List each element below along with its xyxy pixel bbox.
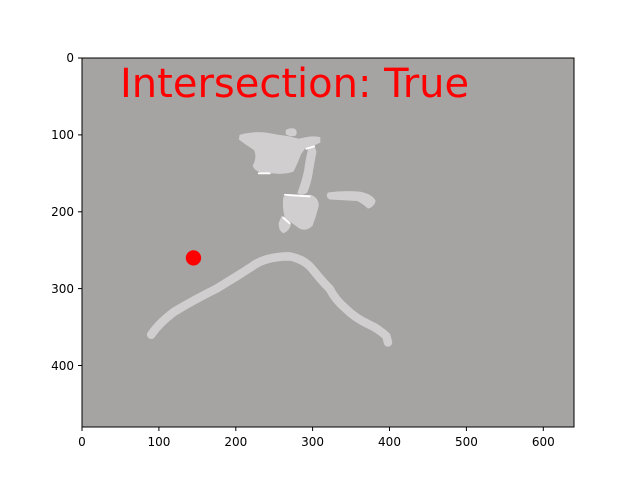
image-content [146,128,393,347]
x-tick-label: 300 [301,435,324,449]
x-tick-label: 0 [78,435,86,449]
upper-dot-shape [285,128,297,137]
marker-point [185,250,202,266]
x-tick-label: 200 [224,435,247,449]
y-tick-label: 400 [51,359,74,373]
y-tick: 300 [51,282,82,296]
x-tick: 0 [78,427,86,449]
middle-block-shape [282,194,319,230]
x-axis: 0 100 200 300 400 500 [78,427,555,449]
x-tick: 600 [532,427,555,449]
upper-left-stroke-shape [238,132,321,174]
lower-arc-stroke [146,252,393,347]
plot-axes: 0 100 200 300 400 500 [51,51,575,449]
x-tick: 300 [301,427,324,449]
image-background [82,58,574,427]
x-tick-label: 400 [378,435,401,449]
y-axis: 0 100 200 300 400 [51,51,82,373]
axes-frame [81,57,575,428]
small-left-stroke-shape [278,215,292,234]
highlight-segment [283,193,311,198]
x-tick: 500 [455,427,478,449]
y-tick: 200 [51,205,82,219]
y-tick-label: 200 [51,205,74,219]
highlight-segment [305,145,316,150]
intersection-status-text: Intersection: True [120,61,469,107]
vertical-stroke-shape [297,145,317,195]
x-tick-label: 100 [147,435,170,449]
x-tick-label: 600 [532,435,555,449]
y-tick: 400 [51,359,82,373]
x-tick: 100 [147,427,170,449]
x-tick: 200 [224,427,247,449]
y-tick: 0 [66,51,82,65]
highlight-segment [282,216,291,225]
y-tick-label: 100 [51,128,74,142]
right-bar-shape [326,191,376,209]
y-tick: 100 [51,128,82,142]
y-tick-label: 0 [66,51,74,65]
x-tick: 400 [378,427,401,449]
x-tick-label: 500 [455,435,478,449]
y-tick-label: 300 [51,282,74,296]
